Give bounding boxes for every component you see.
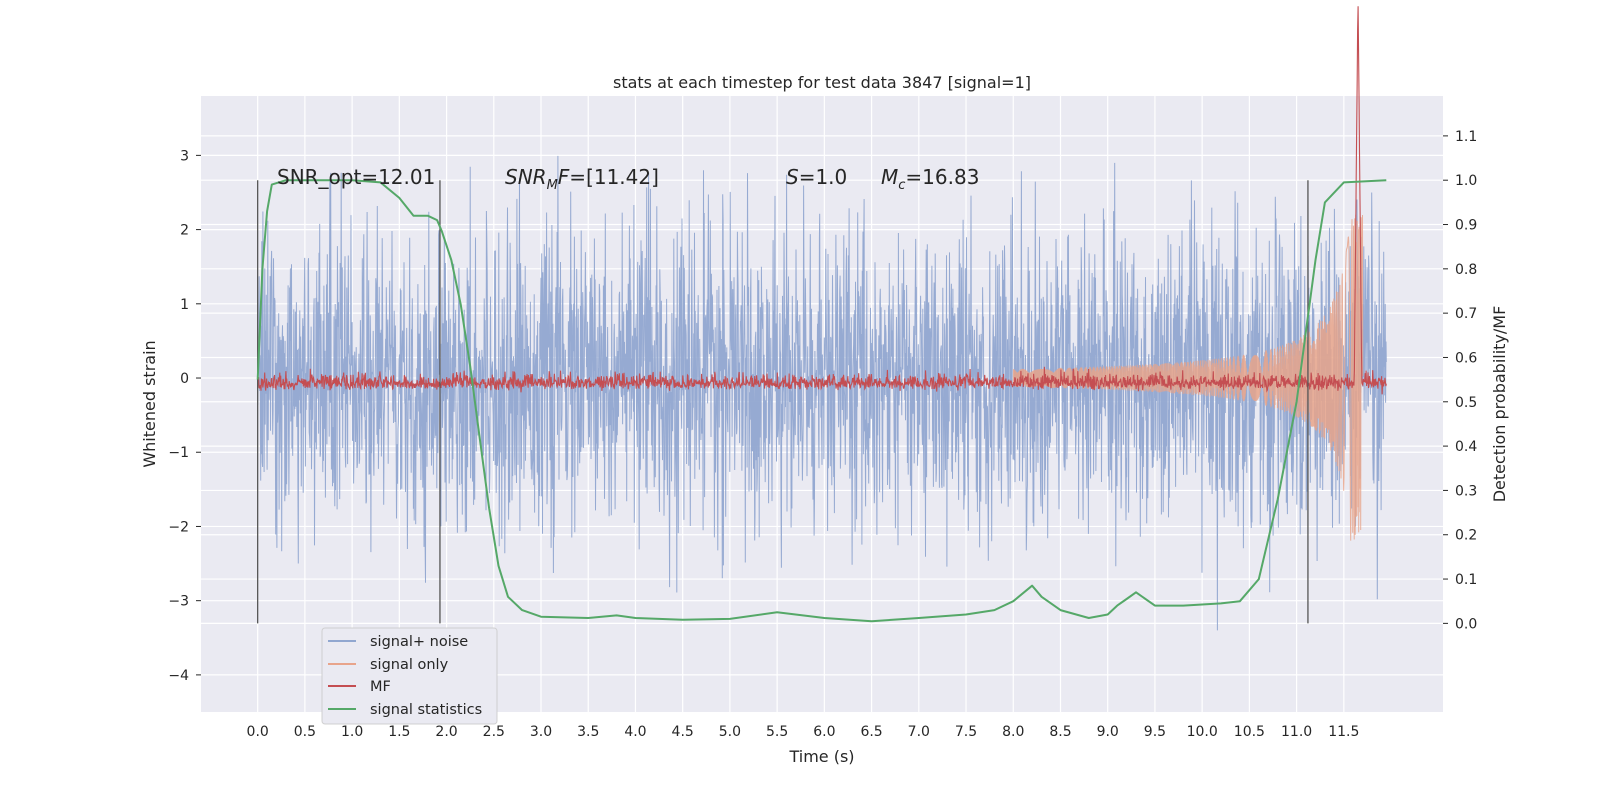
x-tick-label: 3.0 [530, 724, 552, 740]
chart-title: stats at each timestep for test data 384… [613, 73, 1031, 92]
legend-label-mf: MF [370, 679, 391, 695]
snr-mf-symbol: SNR [505, 165, 547, 189]
snr-mf-after: F= [558, 165, 586, 189]
x-tick-labels: 0.0 0.5 1.0 1.5 2.0 2.5 3.0 3.5 4.0 4.5 5.0 5.5 6.0 6… [247, 724, 1360, 740]
x-tick-label: 7.5 [955, 724, 977, 740]
x-tick-label: 7.0 [908, 724, 930, 740]
x-tick-label: 8.0 [1002, 724, 1024, 740]
x-tick-label: 9.5 [1144, 724, 1166, 740]
right-y-tick-label: 0.4 [1455, 439, 1477, 455]
x-tick-label: 1.0 [341, 724, 363, 740]
left-y-axis-label: Whitened strain [140, 340, 159, 467]
x-tick-label: 2.5 [483, 724, 505, 740]
x-tick-label: 4.0 [624, 724, 646, 740]
s-annotation: S=1.0 [786, 165, 847, 189]
left-y-tick-label: −2 [168, 519, 189, 535]
legend-label-signal-only: signal only [370, 657, 449, 673]
right-y-tick-label: 0.5 [1455, 395, 1477, 411]
x-axis-label: Time (s) [788, 747, 854, 766]
legend-label-signal-statistics: signal statistics [370, 702, 482, 718]
left-y-tick-label: −1 [168, 445, 189, 461]
x-tick-label: 4.5 [672, 724, 694, 740]
right-y-tick-label: 0.1 [1455, 572, 1477, 588]
snr-mf-annotation: SNRMF=[11.42] [505, 165, 659, 193]
x-tick-label: 3.5 [577, 724, 599, 740]
x-tick-label: 10.0 [1187, 724, 1218, 740]
legend-label-signal-noise: signal+ noise [370, 634, 468, 650]
legend-box [321, 627, 498, 725]
x-tick-label: 5.0 [719, 724, 741, 740]
mc-annotation: Mc=16.83 [881, 165, 979, 193]
snr-mf-value: [11.42] [586, 165, 659, 189]
left-y-tick-label: −3 [168, 594, 189, 610]
x-tick-label: 6.5 [860, 724, 882, 740]
x-tick-label: 11.0 [1281, 724, 1312, 740]
mc-value: =16.83 [905, 165, 979, 189]
right-y-tick-label: 0.6 [1455, 350, 1477, 366]
x-tick-label: 2.0 [435, 724, 457, 740]
x-tick-label: 0.5 [294, 724, 316, 740]
left-y-tick-label: 2 [180, 223, 189, 239]
x-tick-label: 0.0 [247, 724, 269, 740]
mf-line [257, 6, 1387, 395]
right-y-axis-label: Detection probability/MF [1490, 306, 1509, 503]
right-y-tick-label: 0.2 [1455, 528, 1477, 544]
left-y-tick-label: −4 [168, 668, 189, 684]
s-symbol: S [786, 165, 799, 189]
right-y-tick-label: 0.0 [1455, 616, 1477, 632]
snr-opt-annotation: SNR_opt=12.01 [277, 165, 435, 189]
mc-symbol: M [881, 165, 898, 189]
x-tick-label: 8.5 [1049, 724, 1071, 740]
right-y-tick-label: 1.1 [1455, 129, 1477, 145]
x-tick-label: 11.5 [1328, 724, 1359, 740]
signal-statistics-series [256, 179, 1387, 623]
x-tick-label: 9.0 [1097, 724, 1119, 740]
legend: signal+ noise signal only MF signal stat… [321, 627, 498, 725]
left-y-tick-label: 3 [180, 148, 189, 164]
right-y-tick-label: 0.7 [1455, 306, 1477, 322]
x-tick-label: 5.5 [766, 724, 788, 740]
right-y-tick-label: 0.8 [1455, 262, 1477, 278]
right-y-tick-label: 0.9 [1455, 218, 1477, 234]
mc-subscript: c [898, 178, 905, 193]
signal-noise-line [257, 155, 1387, 631]
right-y-tick-label: 0.3 [1455, 483, 1477, 499]
signal-noise-series [257, 155, 1387, 631]
left-y-tick-label: 1 [180, 297, 189, 313]
left-y-tick-label: 0 [180, 371, 189, 387]
vertical-markers [257, 180, 1309, 624]
right-y-tick-label: 1.0 [1455, 173, 1477, 189]
mf-series [257, 6, 1387, 395]
left-y-tick-labels: −4 −3 −2 −1 0 1 2 3 [168, 148, 201, 684]
snr-mf-subscript: M [547, 178, 558, 193]
x-tick-label: 1.5 [388, 724, 410, 740]
x-tick-label: 6.0 [813, 724, 835, 740]
signal-statistics-line [256, 179, 1387, 623]
x-tick-label: 10.5 [1234, 724, 1265, 740]
s-value: =1.0 [799, 165, 848, 189]
right-y-tick-labels: 0.0 0.1 0.2 0.3 0.4 0.5 0.6 0.7 0.8 0.9 1.0 1.1 [1443, 129, 1477, 632]
